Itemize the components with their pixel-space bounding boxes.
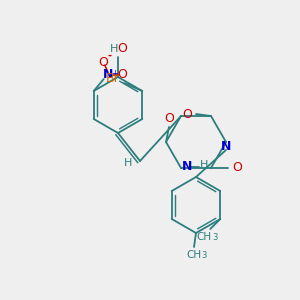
Text: 3: 3	[201, 250, 207, 260]
Text: H: H	[200, 160, 208, 170]
Text: O: O	[117, 43, 127, 56]
Text: O: O	[164, 112, 174, 124]
Text: CH: CH	[197, 232, 212, 242]
Text: CH: CH	[186, 250, 202, 260]
Text: O: O	[182, 107, 192, 121]
Text: H: H	[110, 44, 118, 54]
Text: N: N	[103, 68, 113, 82]
Text: N: N	[182, 160, 192, 173]
Text: -: -	[108, 51, 112, 61]
Text: H: H	[124, 158, 132, 168]
Text: N: N	[221, 140, 231, 154]
Text: +: +	[111, 68, 118, 77]
Text: O: O	[98, 56, 108, 68]
Text: O: O	[232, 161, 242, 175]
Text: Br: Br	[105, 73, 119, 85]
Text: O: O	[117, 68, 127, 82]
Text: 3: 3	[213, 232, 218, 242]
